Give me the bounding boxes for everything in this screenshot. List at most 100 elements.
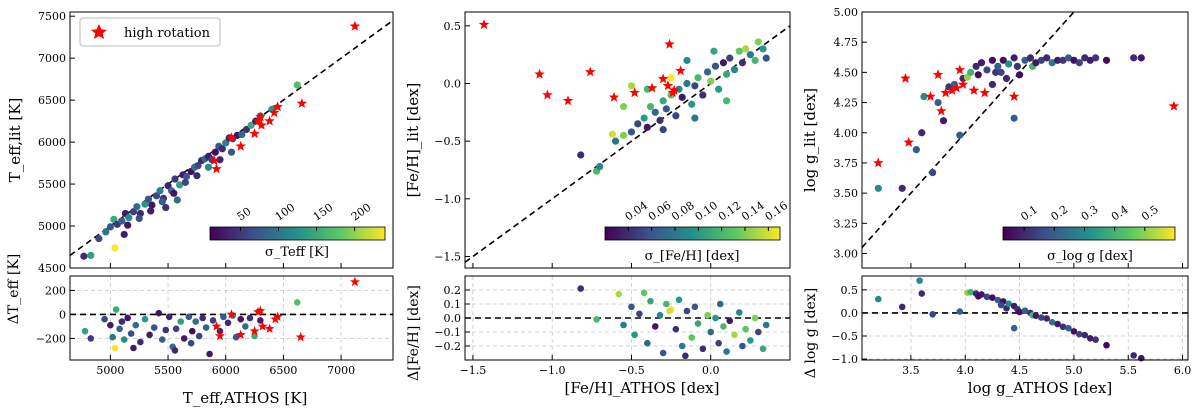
- scatter-point: [977, 59, 986, 67]
- residual-point: [112, 306, 120, 313]
- panel-teff: 4500 5000 5500 6000 6500 7000 7500 5000 5500 600…: [6, 10, 394, 377]
- scatter-point: [920, 92, 928, 101]
- scatter-point: [711, 62, 720, 70]
- colorbar-tick-label: 0.12: [716, 199, 744, 224]
- scatter-point: [608, 130, 617, 138]
- scatter-point: [227, 148, 236, 156]
- residual-point: [683, 307, 691, 315]
- scatter-point: [1086, 56, 1094, 64]
- scatter-point: [703, 68, 712, 76]
- scatter-point: [643, 123, 651, 131]
- scatter-point: [135, 214, 143, 223]
- high-rotation-star: [646, 82, 658, 93]
- scatter-point: [175, 181, 184, 189]
- residual-point: [712, 314, 719, 322]
- high-rotation-star: [249, 128, 260, 139]
- logg-residual-ylabel: Δ log g [dex]: [803, 288, 819, 378]
- residual-point: [185, 313, 193, 321]
- scatter-point: [662, 105, 670, 113]
- residual-y-tick-label: 0.5: [841, 284, 859, 297]
- feh-colorbar-label: σ_[Fe/H] [dex]: [645, 249, 740, 264]
- scatter-point: [111, 244, 119, 252]
- residual-point: [647, 297, 654, 305]
- residual-point: [898, 303, 906, 311]
- residual-point: [1130, 352, 1137, 359]
- high-rotation-star: [296, 98, 308, 108]
- scatter-point: [678, 93, 686, 101]
- scatter-point: [912, 146, 920, 154]
- scatter-point: [929, 169, 937, 177]
- residual-point: [150, 324, 158, 331]
- residual-point: [875, 295, 882, 303]
- residual-point: [726, 317, 734, 325]
- scatter-point: [204, 163, 213, 171]
- residual-point: [651, 323, 659, 330]
- logg-colorbar-gradient: [1002, 226, 1176, 241]
- scatter-point: [95, 235, 103, 243]
- scatter-point: [672, 112, 680, 120]
- residual-point: [107, 321, 114, 329]
- residual-y-tick-label: −0.5: [831, 330, 858, 343]
- residual-point: [704, 311, 711, 319]
- residual-point: [206, 350, 213, 358]
- x-tick-label: 4.0: [956, 364, 974, 377]
- scatter-point: [1059, 56, 1067, 64]
- scatter-point: [110, 215, 118, 223]
- residual-point: [158, 336, 166, 343]
- scatter-point: [102, 228, 110, 236]
- feh-main-plot: −1.5 −1.0 −0.5 0.0 0.5: [434, 11, 791, 269]
- scatter-point: [1032, 59, 1040, 67]
- residual-high-rotation-star: [235, 329, 246, 339]
- high-rotation-star: [226, 132, 237, 143]
- teff-colorbar-gradient: [209, 226, 386, 241]
- high-rotation-star: [269, 107, 280, 118]
- y-tick-label: 6000: [38, 136, 66, 149]
- teff-xlabel: T_eff,ATHOS [K]: [183, 389, 308, 407]
- residual-point: [1032, 312, 1040, 319]
- residual-point: [636, 310, 643, 318]
- scatter-point: [577, 151, 585, 159]
- high-rotation-star: [957, 79, 969, 89]
- scatter-point: [141, 200, 149, 208]
- residual-point: [735, 309, 743, 316]
- high-rotation-star: [264, 115, 275, 126]
- teff-ylabel: T_eff,lit [K]: [6, 98, 24, 183]
- scatter-point: [216, 156, 224, 164]
- logg-ylabel: log g_lit [dex]: [801, 88, 819, 192]
- scatter-point: [171, 175, 179, 183]
- residual-point: [983, 293, 991, 301]
- one-to-one-line: [861, 11, 1075, 249]
- feh-residual-ylabel: Δ[Fe/H] [dex]: [406, 285, 422, 381]
- colorbar-tick-label: 0.2: [1049, 203, 1071, 224]
- residual-point: [1081, 331, 1089, 339]
- high-rotation-star: [925, 91, 936, 101]
- residual-point: [111, 344, 119, 352]
- scatter-point: [1043, 54, 1051, 62]
- logg-main-plot: 3.00 3.25 3.50 3.75 4.00 4.25 4.50 4.75 5.00: [834, 6, 1189, 269]
- scatter-point: [988, 56, 997, 64]
- scatter-point: [619, 131, 628, 139]
- residual-point: [1010, 324, 1018, 332]
- scatter-point: [719, 59, 728, 67]
- high-rotation-star: [903, 136, 914, 147]
- residual-point: [132, 321, 140, 329]
- high-rotation-star: [255, 111, 266, 122]
- scatter-point: [1026, 54, 1035, 62]
- high-rotation-star: [211, 163, 222, 174]
- residual-point: [1038, 314, 1045, 321]
- residual-high-rotation-star: [215, 330, 225, 341]
- residual-y-tick-label: 200: [45, 284, 66, 297]
- scatter-point: [129, 208, 138, 216]
- scatter-point: [627, 82, 636, 90]
- residual-point: [620, 321, 627, 329]
- scatter-point: [742, 45, 750, 53]
- logg-residual-plot: 3.5 4.0 4.5 5.0 5.5 6.0 −1.0 −0.5 0.0 0.5: [831, 275, 1191, 377]
- residual-point: [1086, 335, 1094, 342]
- residual-point: [1103, 341, 1110, 349]
- high-rotation-star: [932, 69, 944, 80]
- scatter-point: [162, 203, 170, 212]
- high-rotation-star: [235, 140, 246, 151]
- high-rotation-star: [534, 68, 545, 79]
- residual-y-tick-label: 0: [59, 308, 66, 321]
- high-rotation-star: [349, 20, 361, 31]
